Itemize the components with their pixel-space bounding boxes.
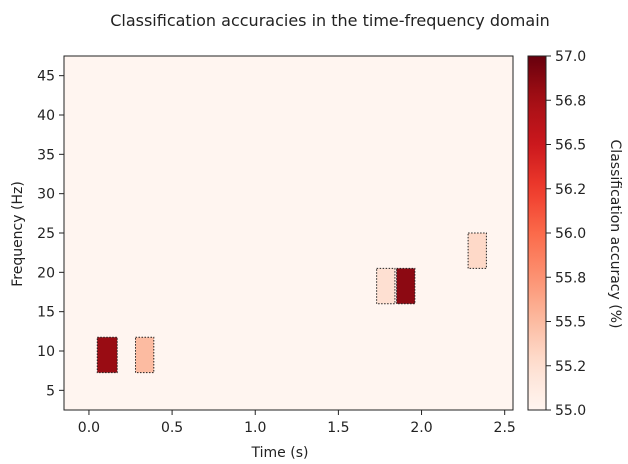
y-tick-label-4: 25 [37, 226, 55, 242]
x-tick-label-2: 1.0 [244, 420, 266, 436]
heatmap-cell-3 [376, 267, 396, 305]
colorbar-tick-label-2: 55.5 [555, 315, 586, 331]
colorbar: 55.0 55.2 55.5 55.8 56.0 56.2 56.5 56.8 57.0 [527, 49, 586, 419]
colorbar-tick-label-7: 56.8 [555, 93, 586, 109]
x-tick-label-4: 2.0 [410, 420, 432, 436]
y-tick-label-5: 30 [37, 187, 55, 203]
colorbar-tick-label-4: 56.0 [555, 226, 586, 242]
y-tick-label-2: 15 [37, 305, 55, 321]
x-tick-label-3: 1.5 [327, 420, 349, 436]
y-tick-label-7: 40 [37, 108, 55, 124]
y-tick-label-8: 45 [37, 69, 55, 85]
heatmap-background [64, 56, 513, 410]
colorbar-gradient [527, 55, 547, 411]
colorbar-tick-label-6: 56.5 [555, 138, 586, 154]
chart-title: Classification accuracies in the time-fr… [110, 11, 550, 30]
y-axis-label: Frequency (Hz) [10, 181, 26, 287]
x-axis-label: Time (s) [251, 445, 309, 461]
y-tick-label-3: 20 [37, 265, 55, 281]
colorbar-tick-label-5: 56.2 [555, 182, 586, 198]
heatmap-plot: 0.0 0.5 1.0 1.5 2.0 2.5 5 10 15 20 25 30 35 40 45 [37, 55, 516, 436]
heatmap-cell-1 [96, 336, 118, 374]
heatmap-cell-4 [396, 267, 416, 305]
y-tick-label-0: 5 [46, 383, 55, 399]
heatmap-cell-5 [467, 232, 487, 269]
colorbar-tick-label-0: 55.0 [555, 403, 586, 419]
y-tick-label-1: 10 [37, 344, 55, 360]
heatmap-cell-2 [135, 336, 155, 374]
colorbar-tick-label-8: 57.0 [555, 49, 586, 65]
colorbar-tick-label-1: 55.2 [555, 359, 586, 375]
x-tick-label-5: 2.5 [494, 420, 516, 436]
colorbar-tick-label-3: 55.8 [555, 270, 586, 286]
y-tick-label-6: 35 [37, 147, 55, 163]
x-tick-label-1: 0.5 [161, 420, 183, 436]
x-tick-label-0: 0.0 [78, 420, 100, 436]
colorbar-label: Classification accuracy (%) [607, 140, 623, 329]
